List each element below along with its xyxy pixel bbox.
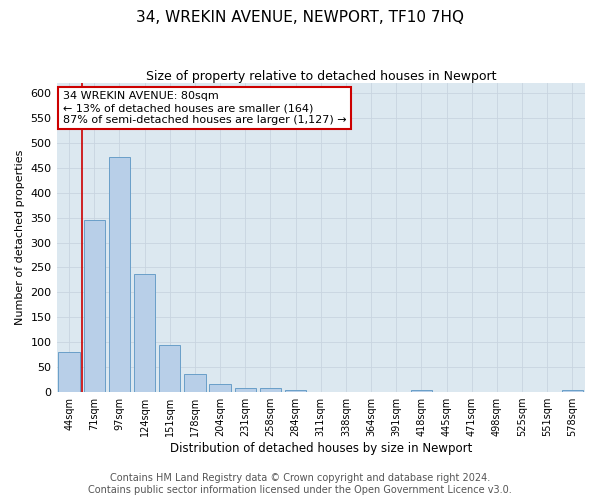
Bar — [159, 344, 181, 392]
Bar — [235, 388, 256, 392]
Bar — [562, 390, 583, 392]
Text: Contains HM Land Registry data © Crown copyright and database right 2024.
Contai: Contains HM Land Registry data © Crown c… — [88, 474, 512, 495]
Text: 34, WREKIN AVENUE, NEWPORT, TF10 7HQ: 34, WREKIN AVENUE, NEWPORT, TF10 7HQ — [136, 10, 464, 25]
Bar — [134, 274, 155, 392]
Bar — [184, 374, 206, 392]
Bar — [58, 352, 80, 392]
Bar — [411, 390, 432, 392]
Text: 34 WREKIN AVENUE: 80sqm
← 13% of detached houses are smaller (164)
87% of semi-d: 34 WREKIN AVENUE: 80sqm ← 13% of detache… — [63, 92, 346, 124]
Bar — [209, 384, 231, 392]
Bar — [260, 388, 281, 392]
Bar — [109, 157, 130, 392]
Bar — [83, 220, 105, 392]
Y-axis label: Number of detached properties: Number of detached properties — [15, 150, 25, 325]
Bar — [285, 390, 307, 392]
X-axis label: Distribution of detached houses by size in Newport: Distribution of detached houses by size … — [170, 442, 472, 455]
Title: Size of property relative to detached houses in Newport: Size of property relative to detached ho… — [146, 70, 496, 83]
